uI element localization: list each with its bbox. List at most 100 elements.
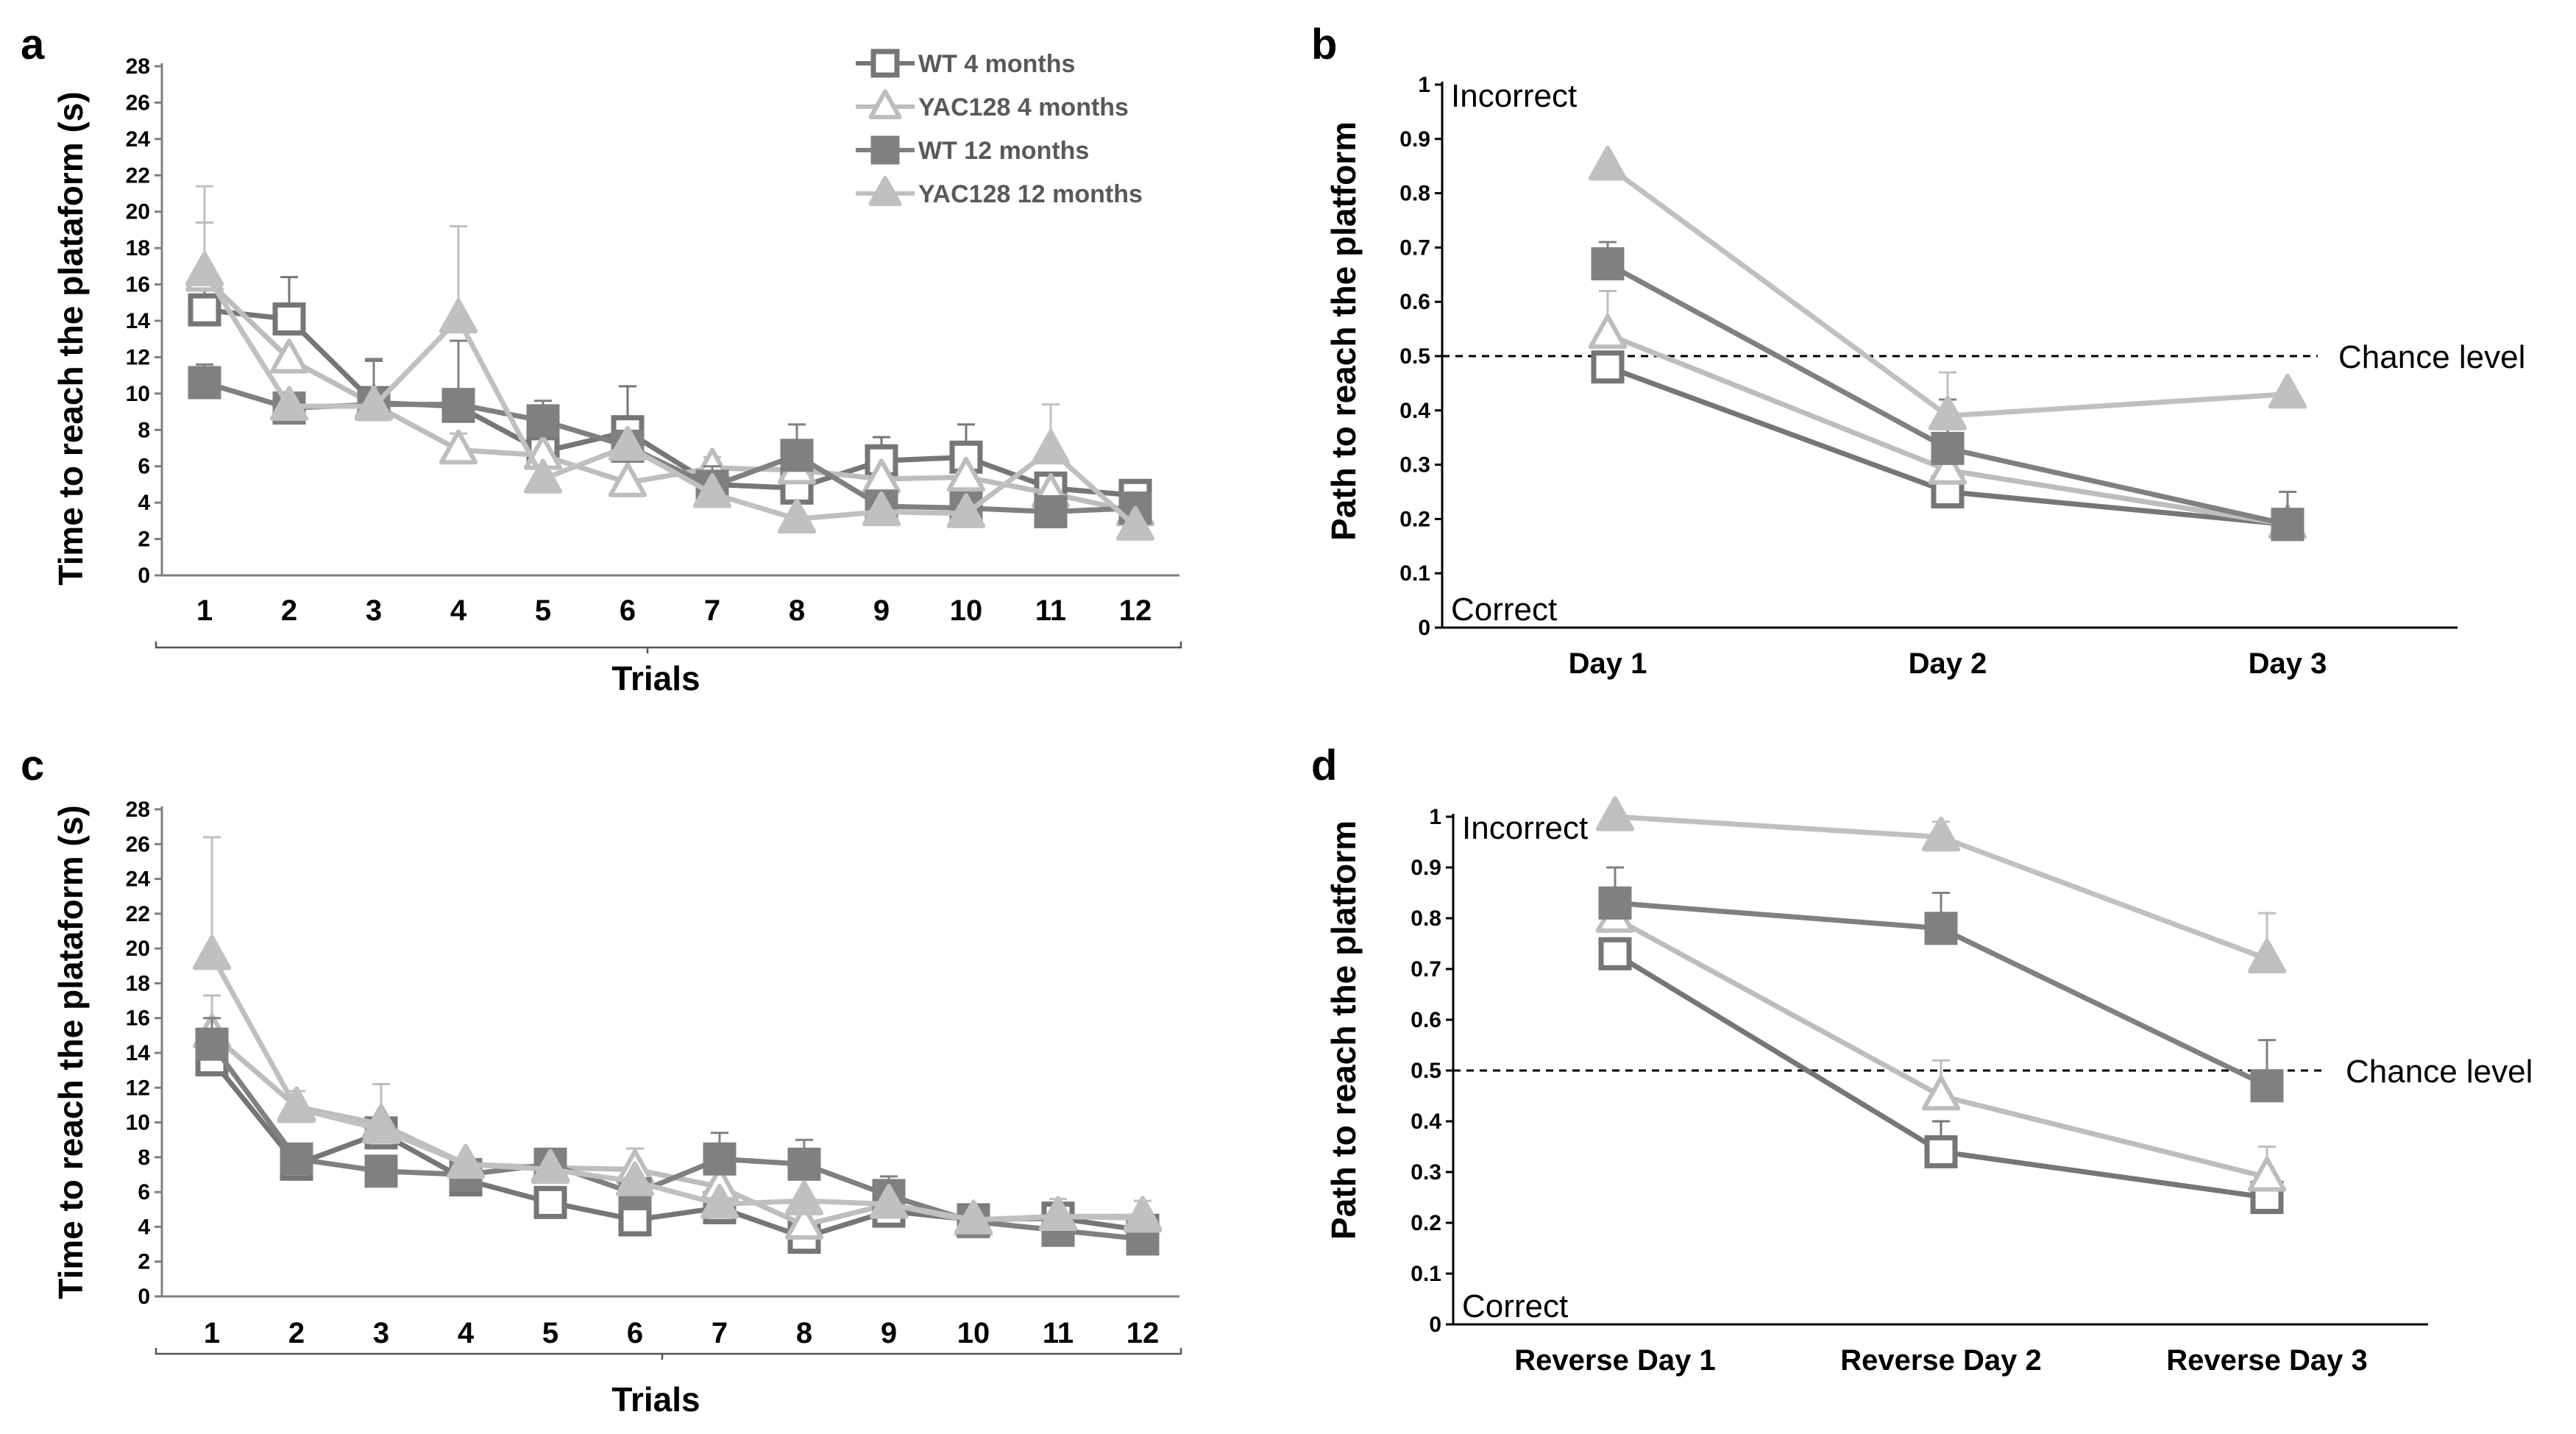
data-point	[1598, 937, 1632, 970]
y-tick-label: 0.3	[1411, 1160, 1441, 1185]
y-tick-label: 1	[1418, 73, 1430, 97]
y-tick-label: 0.3	[1399, 453, 1430, 478]
data-point	[787, 1147, 821, 1181]
legend-marker	[870, 135, 900, 165]
x-tick-label: Reverse Day 2	[1840, 1344, 2042, 1377]
data-point	[195, 1027, 229, 1061]
data-point	[269, 386, 309, 421]
y-tick-label: 20	[126, 937, 150, 961]
y-tick-label: 20	[126, 200, 150, 224]
data-point	[1921, 816, 1961, 852]
y-tick-label: 0.1	[1411, 1262, 1441, 1286]
y-tick-label: 10	[126, 1111, 150, 1135]
data-point	[946, 493, 986, 528]
x-tick-label: 7	[704, 594, 720, 627]
series-wt-4-months	[1598, 937, 2284, 1214]
y-axis-label: Path to reach the platform	[1324, 121, 1363, 541]
data-point	[1591, 247, 1625, 281]
data-point	[361, 1109, 401, 1144]
y-tick-label: 0	[1418, 616, 1430, 640]
x-tick-label: 10	[950, 594, 983, 627]
data-point	[192, 934, 232, 970]
legend: WT 4 months YAC128 4 months WT 12 months YA…	[856, 49, 1143, 208]
data-point	[615, 1161, 655, 1196]
y-tick-label: 0.1	[1399, 561, 1430, 586]
data-point	[1034, 495, 1068, 528]
x-tick-label: Reverse Day 3	[2166, 1344, 2368, 1377]
data-point	[1115, 505, 1155, 542]
series-wt-12-months	[1591, 241, 2304, 542]
data-point	[700, 1183, 739, 1219]
y-tick-label: 0.6	[1399, 290, 1430, 314]
x-axis-brace	[155, 1348, 1182, 1355]
y-tick-label: 10	[126, 382, 150, 406]
y-tick-label: 0.4	[1411, 1110, 1441, 1134]
y-axis-label: Path to reach the platform	[1324, 820, 1363, 1240]
series-yac128-12-months	[1595, 796, 2287, 973]
x-tick-label: 12	[1126, 1317, 1160, 1349]
data-point	[185, 251, 224, 287]
data-point	[272, 302, 306, 336]
y-tick-label: 0.7	[1399, 235, 1430, 260]
legend-marker	[868, 176, 902, 207]
y-tick-label: 22	[126, 163, 150, 188]
y-tick-label: 12	[126, 345, 150, 369]
legend-label: WT 12 months	[918, 137, 1089, 165]
y-tick-label: 0.5	[1411, 1059, 1441, 1083]
data-point	[784, 1204, 824, 1240]
y-tick-label: 0.7	[1411, 957, 1441, 982]
data-point	[703, 1142, 737, 1176]
y-tick-label: 14	[126, 309, 151, 333]
y-axis-label: Time to reach the plataform (s)	[52, 805, 90, 1299]
y-tick-label: 0.5	[1399, 344, 1430, 369]
y-tick-label: 0.4	[1399, 399, 1430, 423]
bottom-label: Correct	[1451, 592, 1557, 628]
x-axis-brace	[155, 642, 1182, 649]
y-tick-label: 18	[126, 236, 150, 260]
y-tick-label: 0.9	[1411, 856, 1441, 880]
data-point	[354, 386, 394, 421]
panel-b: b Path to reach the platform 0 0.1 0.2 0.3 0.4…	[1311, 21, 2525, 680]
y-tick-label: 0	[138, 1285, 150, 1309]
chance-level-label: Chance level	[2338, 339, 2525, 375]
y-tick-label: 0	[138, 564, 150, 588]
data-point	[1928, 395, 1968, 430]
x-tick-label: 1	[196, 594, 213, 627]
y-tick-label: 16	[126, 1007, 150, 1031]
y-tick-label: 0.8	[1411, 906, 1441, 931]
data-point	[777, 498, 817, 534]
x-tick-label: 11	[1043, 1317, 1074, 1349]
data-point	[439, 429, 478, 465]
data-point	[2271, 508, 2304, 542]
x-tick-label: Day 1	[1569, 647, 1647, 680]
data-point	[1924, 1135, 1958, 1168]
data-point	[869, 1183, 909, 1219]
x-tick-label: 2	[281, 594, 297, 627]
bottom-label: Correct	[1462, 1288, 1568, 1324]
top-label: Incorrect	[1451, 78, 1577, 114]
y-tick-label: 1	[1429, 805, 1441, 829]
x-tick-label: 4	[458, 1317, 475, 1349]
series-yac128-4-months	[192, 994, 1163, 1240]
series-line	[202, 270, 1138, 528]
data-point	[2247, 938, 2287, 973]
x-tick-label: Day 2	[1909, 647, 1987, 680]
y-tick-label: 0.9	[1399, 127, 1430, 152]
data-point	[1031, 429, 1071, 465]
data-point	[1598, 886, 1632, 920]
series-wt-12-months	[188, 339, 1152, 528]
legend-marker	[870, 49, 900, 78]
data-point	[188, 293, 221, 327]
x-tick-label: Day 3	[2249, 647, 2327, 680]
series-wt-12-months	[1598, 866, 2284, 1103]
y-tick-label: 12	[126, 1076, 150, 1100]
data-point	[364, 1154, 398, 1188]
data-point	[1928, 450, 1968, 485]
x-tick-label: 4	[450, 594, 467, 627]
y-tick-label: 8	[138, 1146, 150, 1170]
series-line	[210, 1058, 1143, 1240]
data-point	[269, 338, 309, 374]
y-tick-label: 22	[126, 902, 150, 926]
x-tick-label: 9	[873, 594, 890, 627]
